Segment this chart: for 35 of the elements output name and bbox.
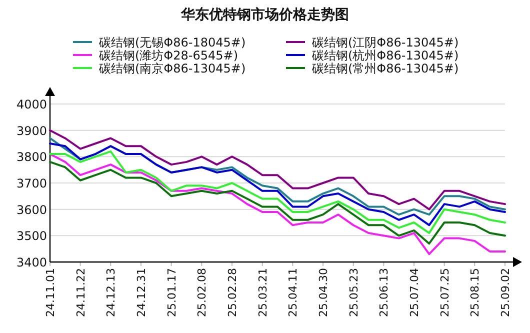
legend-label: 碳结钢(常州Φ86-13045#) <box>311 62 459 76</box>
line-series <box>49 153 506 256</box>
y-tick-label: 3600 <box>16 202 47 217</box>
legend-label: 碳结钢(潍坊Φ28-6545#) <box>98 48 238 62</box>
legend-label: 碳结钢(杭州Φ86-13045#) <box>311 48 459 62</box>
y-tick-label: 3400 <box>16 256 47 270</box>
y-tick-label: 3500 <box>16 229 47 244</box>
x-tick-label: 25.08.15 <box>468 268 482 317</box>
x-tick-label: 25.02.28 <box>226 268 239 317</box>
x-tick-label: 25.01.17 <box>165 268 178 317</box>
legend-label: 碳结钢(江阴Φ86-13045#) <box>311 36 459 50</box>
x-tick-label: 24.12.31 <box>135 268 148 317</box>
x-tick-label: 25.04.30 <box>317 268 330 317</box>
x-tick-label: 25.06.13 <box>378 268 391 317</box>
x-tick-label: 25.07.04 <box>408 268 421 317</box>
legend-label: 碳结钢(南京Φ86-13045#) <box>98 62 246 76</box>
legend-label: 碳结钢(无锡Φ86-18045#) <box>98 36 246 50</box>
y-tick-label: 3900 <box>16 124 47 138</box>
x-tick-label: 24.11.01 <box>44 268 57 317</box>
y-tick-label: 3700 <box>16 176 47 190</box>
line-series <box>49 160 506 245</box>
line-series <box>49 129 506 210</box>
y-tick-label: 4000 <box>16 98 47 112</box>
x-tick-label: 25.05.23 <box>347 268 360 317</box>
x-tick-label: 25.07.25 <box>438 268 452 317</box>
chart-title: 华东优特钢市场价格走势图 <box>180 6 349 23</box>
x-tick-label: 24.12.13 <box>104 268 118 317</box>
x-tick-label: 25.03.21 <box>256 268 270 317</box>
y-tick-label: 3800 <box>16 150 47 164</box>
line-series <box>49 142 506 226</box>
x-tick-label: 25.09.02 <box>499 268 512 317</box>
line-series <box>49 150 506 234</box>
x-tick-label: 24.11.22 <box>74 268 88 317</box>
x-tick-label: 25.02.08 <box>196 268 209 317</box>
x-tick-label: 25.04.11 <box>286 268 300 317</box>
